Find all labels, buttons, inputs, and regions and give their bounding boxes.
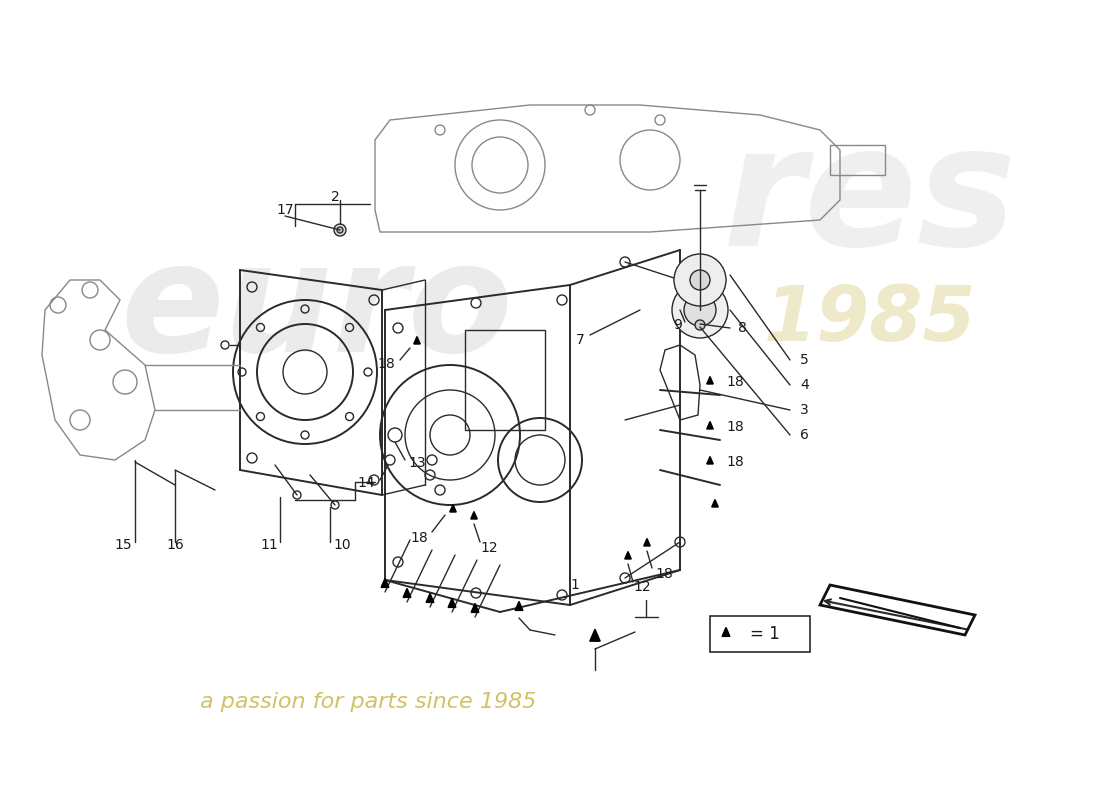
Polygon shape xyxy=(426,594,433,602)
Text: 18: 18 xyxy=(726,375,744,389)
Text: 9: 9 xyxy=(673,318,682,332)
Bar xyxy=(710,616,810,652)
Circle shape xyxy=(684,294,716,326)
Text: 15: 15 xyxy=(114,538,132,552)
Text: 1985: 1985 xyxy=(763,283,977,357)
Circle shape xyxy=(690,270,710,290)
Polygon shape xyxy=(706,377,713,384)
Polygon shape xyxy=(448,598,455,607)
Polygon shape xyxy=(590,629,601,642)
Text: res: res xyxy=(723,118,1018,282)
Text: 18: 18 xyxy=(654,567,673,581)
Circle shape xyxy=(695,320,705,330)
Circle shape xyxy=(334,224,346,236)
Polygon shape xyxy=(450,505,456,512)
Circle shape xyxy=(672,282,728,338)
Text: = 1: = 1 xyxy=(750,625,780,643)
Polygon shape xyxy=(403,589,411,598)
Polygon shape xyxy=(471,603,478,613)
Text: 12: 12 xyxy=(632,580,650,594)
Text: a passion for parts since 1985: a passion for parts since 1985 xyxy=(200,692,537,712)
Text: 8: 8 xyxy=(738,321,747,335)
Text: 2: 2 xyxy=(331,190,340,204)
Polygon shape xyxy=(471,511,477,519)
Text: 10: 10 xyxy=(333,538,351,552)
Bar xyxy=(465,330,544,430)
Text: 12: 12 xyxy=(480,541,497,555)
Text: 18: 18 xyxy=(726,420,744,434)
Text: 3: 3 xyxy=(800,403,808,417)
Polygon shape xyxy=(381,578,389,587)
Text: 11: 11 xyxy=(261,538,278,552)
Text: 7: 7 xyxy=(575,333,584,347)
Polygon shape xyxy=(722,627,730,637)
Text: 1: 1 xyxy=(570,578,579,592)
Bar xyxy=(830,145,886,175)
Text: 5: 5 xyxy=(800,353,808,367)
Text: 18: 18 xyxy=(377,357,395,371)
Text: 6: 6 xyxy=(800,428,808,442)
Polygon shape xyxy=(712,499,718,507)
Text: 18: 18 xyxy=(410,531,428,545)
Text: 18: 18 xyxy=(726,455,744,469)
Polygon shape xyxy=(625,551,631,559)
Text: 16: 16 xyxy=(166,538,184,552)
Polygon shape xyxy=(706,422,713,429)
Text: 13: 13 xyxy=(408,456,426,470)
Polygon shape xyxy=(414,337,420,344)
Text: 4: 4 xyxy=(800,378,808,392)
Text: 17: 17 xyxy=(276,203,294,217)
Text: euro: euro xyxy=(120,235,513,385)
Polygon shape xyxy=(644,538,650,546)
Text: 14: 14 xyxy=(358,476,375,490)
Polygon shape xyxy=(515,602,522,610)
Polygon shape xyxy=(706,457,713,464)
Circle shape xyxy=(674,254,726,306)
Circle shape xyxy=(337,227,343,233)
